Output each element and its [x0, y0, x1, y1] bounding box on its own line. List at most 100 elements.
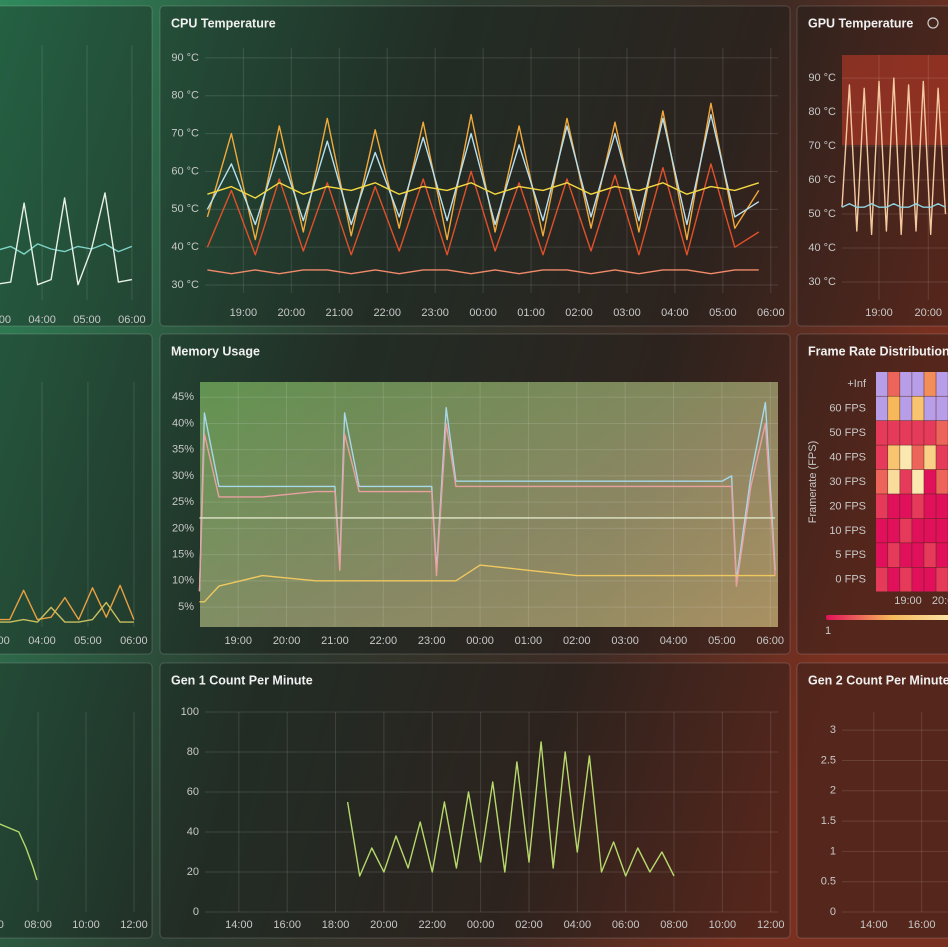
series-line: [206, 102, 760, 241]
x-tick-label: 10:00: [72, 919, 100, 931]
y-tick-label: 20%: [172, 522, 194, 534]
panel-content: 03:00 04:00 05:00 06:00: [0, 382, 148, 647]
heatmap-cell: [936, 567, 948, 592]
panel-title: Gen 1 Count Per Minute: [171, 673, 313, 687]
heatmap-cell: [936, 518, 948, 543]
x-tick-label: 04:00: [564, 919, 592, 931]
panel: [159, 5, 791, 327]
x-tick-label: 04:00: [28, 635, 56, 647]
x-tick-label: 23:00: [418, 635, 446, 647]
x-tick-label: 04:00: [28, 314, 56, 326]
x-tick-label: 08:00: [660, 919, 688, 931]
x-tick-label: 22:00: [373, 307, 401, 319]
x-tick-label: 21:00: [325, 307, 353, 319]
heatmap-cell: [876, 445, 888, 470]
heatmap-cell: [900, 567, 912, 592]
series-line: [206, 163, 760, 256]
heatmap-cell: [912, 396, 924, 421]
y-tick-label: 80: [187, 746, 199, 758]
heatmap-cell: [936, 396, 948, 421]
x-tick-label: 14:00: [225, 919, 253, 931]
heatmap-cell: [912, 420, 924, 445]
heatmap-cell: [924, 494, 936, 519]
y-tick-label: 90 °C: [171, 52, 199, 64]
heatmap-cell: [924, 518, 936, 543]
heatmap-cell: [876, 396, 888, 421]
y-tick-label: 1: [830, 845, 836, 857]
y-tick-label: 70 °C: [808, 140, 836, 152]
y-tick-label: 40 °C: [808, 242, 836, 254]
y-tick-label: 50 FPS: [829, 427, 866, 439]
y-tick-label: 40: [187, 826, 199, 838]
y-tick-label: 50 °C: [171, 203, 199, 215]
heatmap-cell: [924, 543, 936, 568]
x-tick-label: 02:00: [563, 635, 591, 647]
heatmap-cell: [888, 543, 900, 568]
info-icon[interactable]: [927, 17, 939, 29]
heatmap-cell: [888, 567, 900, 592]
panel-title: GPU Temperature: [808, 16, 913, 30]
y-tick-label: 100: [181, 706, 199, 718]
y-tick-label: 2.5: [821, 754, 836, 766]
x-tick-label: 18:00: [322, 919, 350, 931]
heatmap-cell: [900, 445, 912, 470]
y-tick-label: 45%: [172, 391, 194, 403]
panel: [0, 662, 153, 939]
heatmap-cell: [936, 494, 948, 519]
panel: [0, 5, 153, 327]
x-tick-label: 01:00: [515, 635, 543, 647]
heatmap-cell: [900, 396, 912, 421]
heatmap-cell: [876, 469, 888, 494]
panel-title: Memory Usage: [171, 344, 260, 358]
heatmap-cell: [900, 494, 912, 519]
y-tick-label: 0.5: [821, 876, 836, 888]
y-tick-label: 15%: [172, 549, 194, 561]
heatmap-cell: [876, 567, 888, 592]
x-tick-label: 19:00: [224, 635, 252, 647]
y-tick-label: 40 FPS: [829, 451, 866, 463]
x-tick-label: 05:00: [708, 635, 736, 647]
x-tick-label: 01:00: [517, 307, 545, 319]
y-tick-label: +Inf: [847, 378, 867, 390]
x-tick-label: 20:00: [370, 919, 398, 931]
heatmap-cell: [936, 543, 948, 568]
heatmap-cell: [936, 372, 948, 396]
series-line: [207, 182, 760, 199]
y-tick-label: 1.5: [821, 815, 836, 827]
x-tick-label: 20:00: [932, 595, 948, 607]
x-tick-label: 22:00: [419, 919, 447, 931]
heatmap-cell: [924, 396, 936, 421]
heatmap-cell: [888, 420, 900, 445]
x-tick-label: 16:00: [908, 919, 936, 931]
heatmap-cell: [900, 420, 912, 445]
heatmap-cell: [900, 372, 912, 396]
heatmap-cell: [888, 518, 900, 543]
y-tick-label: 80 °C: [171, 90, 199, 102]
y-tick-label: 35%: [172, 444, 194, 456]
y-tick-label: 25%: [172, 496, 194, 508]
heatmap-cell: [936, 420, 948, 445]
heatmap-cell: [876, 543, 888, 568]
y-tick-label: 60 °C: [808, 174, 836, 186]
panel: [796, 662, 948, 939]
heatmap-cell: [912, 494, 924, 519]
series-line: [0, 243, 133, 255]
x-tick-label: 19:00: [230, 307, 258, 319]
x-tick-label: 04:00: [660, 635, 688, 647]
y-tick-label: 10%: [172, 575, 194, 587]
x-tick-label: 20:00: [278, 307, 306, 319]
series-line: [841, 77, 947, 236]
x-tick-label: 04:00: [661, 307, 689, 319]
x-tick-label: 12:00: [120, 919, 148, 931]
heatmap-cell: [924, 445, 936, 470]
x-tick-label: 20:00: [273, 635, 301, 647]
heatmap-cell: [888, 494, 900, 519]
x-tick-label: 12:00: [757, 919, 785, 931]
y-axis-label: Framerate (FPS): [807, 441, 819, 524]
y-tick-label: 40 °C: [171, 241, 199, 253]
y-tick-label: 30 °C: [808, 276, 836, 288]
heatmap-cell: [912, 372, 924, 396]
heatmap-cell: [888, 469, 900, 494]
x-tick-label: 21:00: [321, 635, 349, 647]
y-tick-label: 60: [187, 786, 199, 798]
